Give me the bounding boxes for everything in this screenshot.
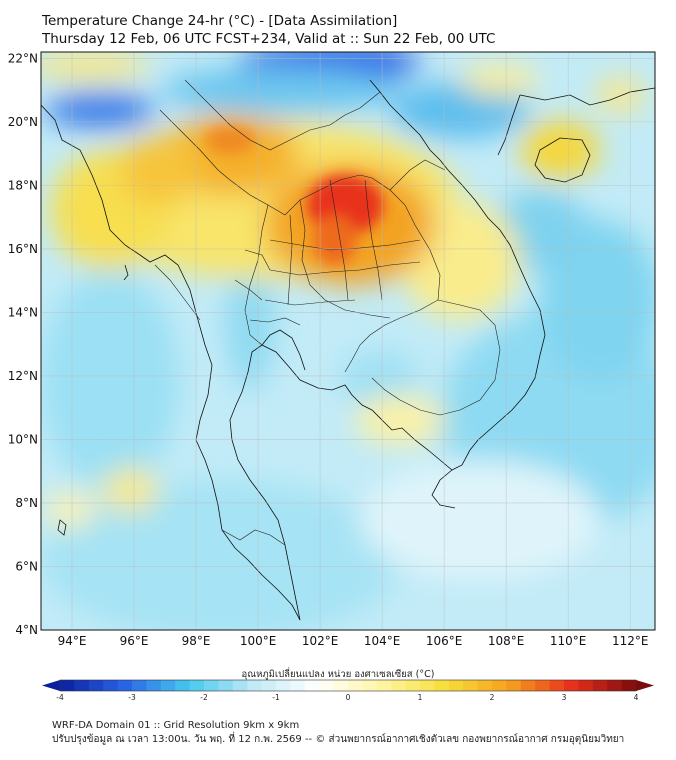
colorbar-segment — [290, 680, 306, 691]
colorbar-segment — [103, 680, 118, 691]
colorbar-tick-label: -4 — [56, 693, 64, 702]
colorbar-segment — [218, 680, 234, 691]
colorbar-max-arrow — [636, 680, 654, 691]
title-line-2: Thursday 12 Feb, 06 UTC FCST+234, Valid … — [42, 31, 496, 47]
temperature-field — [41, 52, 655, 630]
colorbar-segment — [232, 680, 248, 691]
colorbar-segment — [319, 680, 334, 691]
colorbar-segment — [434, 680, 450, 691]
colorbar: -4 -3 -2 -1 0 1 2 3 4 — [42, 679, 654, 702]
colorbar-segment — [333, 680, 349, 691]
colorbar-segment — [607, 680, 622, 691]
lon-tick-label: 98°E — [182, 634, 211, 648]
colorbar-segment — [60, 680, 75, 691]
colorbar-segment — [304, 680, 320, 691]
lon-tick-label: 104°E — [364, 634, 401, 648]
colorbar-segment — [204, 680, 219, 691]
footer: WRF-DA Domain 01 :: Grid Resolution 9km … — [52, 719, 624, 747]
colorbar-segment — [621, 680, 637, 691]
colorbar-segment — [88, 680, 104, 691]
colorbar-segment — [506, 680, 522, 691]
colorbar-segment — [535, 680, 550, 691]
coastlines — [41, 79, 655, 621]
colorbar-segment — [463, 680, 478, 691]
colorbar-tick-label: 1 — [418, 693, 423, 702]
lat-tick-label: 8°N — [15, 496, 38, 510]
colorbar-segment — [520, 680, 536, 691]
colorbar-segment — [420, 680, 435, 691]
lat-tick-label: 4°N — [15, 623, 38, 637]
colorbar-segment — [578, 680, 594, 691]
map-frame — [40, 51, 656, 631]
colorbar-segment — [175, 680, 190, 691]
lon-tick-label: 94°E — [58, 634, 87, 648]
borders — [154, 79, 501, 546]
lat-tick-label: 10°N — [8, 432, 38, 446]
colorbar-tick-label: 0 — [346, 693, 351, 702]
gridlines — [41, 52, 655, 630]
lat-tick-label: 12°N — [8, 369, 38, 383]
colorbar-segment — [477, 680, 493, 691]
colorbar-segment — [247, 680, 262, 691]
colorbar-segment — [592, 680, 608, 691]
colorbar-segment — [74, 680, 90, 691]
colorbar-tick-label: 3 — [562, 693, 567, 702]
lon-tick-label: 108°E — [488, 634, 525, 648]
colorbar-segment — [391, 680, 406, 691]
colorbar-title: อุณหภูมิเปลี่ยนแปลง หน่วย องศาเซลเซียส (… — [241, 669, 435, 680]
colorbar-tick-label: -1 — [272, 693, 280, 702]
colorbar-segment — [549, 680, 565, 691]
colorbar-segment — [276, 680, 291, 691]
lat-tick-label: 6°N — [15, 559, 38, 573]
longitude-axis: 94°E 96°E 98°E 100°E 102°E 104°E 106°E 108°E 110… — [58, 634, 649, 648]
colorbar-segment — [564, 680, 579, 691]
colorbar-tick-label: -2 — [200, 693, 208, 702]
colorbar-segment — [146, 680, 162, 691]
title-line-1: Temperature Change 24-hr (°C) - [Data As… — [42, 13, 398, 29]
colorbar-segment — [376, 680, 392, 691]
lat-tick-label: 18°N — [8, 178, 38, 192]
colorbar-segment — [160, 680, 176, 691]
chart-title: Temperature Change 24-hr (°C) - [Data As… — [42, 12, 495, 48]
lat-tick-label: 16°N — [8, 242, 38, 256]
lon-tick-label: 96°E — [120, 634, 149, 648]
colorbar-frame — [59, 679, 637, 692]
lat-tick-label: 20°N — [8, 115, 38, 129]
latitude-axis: 22°N 20°N 18°N 16°N 14°N 12°N 10°N 8°N 6°N 4°N — [8, 51, 38, 637]
lat-tick-label: 22°N — [8, 51, 38, 65]
lat-tick-label: 14°N — [8, 305, 38, 319]
colorbar-segment — [261, 680, 277, 691]
colorbar-segment — [189, 680, 205, 691]
lon-tick-label: 100°E — [240, 634, 277, 648]
colorbar-tick-label: 4 — [634, 693, 639, 702]
colorbar-segment — [132, 680, 147, 691]
colorbar-min-arrow — [42, 680, 60, 691]
colorbar-segment — [362, 680, 378, 691]
footer-line-1: WRF-DA Domain 01 :: Grid Resolution 9km … — [52, 720, 300, 731]
lon-tick-label: 110°E — [550, 634, 587, 648]
colorbar-segment — [117, 680, 133, 691]
lon-tick-label: 106°E — [426, 634, 463, 648]
colorbar-tick-label: 2 — [490, 693, 495, 702]
colorbar-tick-label: -3 — [128, 693, 136, 702]
colorbar-segment — [492, 680, 507, 691]
lon-tick-label: 112°E — [612, 634, 649, 648]
colorbar-segment — [405, 680, 421, 691]
footer-line-2: ปรับปรุงข้อมูล ณ เวลา 13:00น. วัน พฤ. ที… — [52, 734, 625, 745]
colorbar-segment — [448, 680, 464, 691]
colorbar-segment — [348, 680, 363, 691]
lon-tick-label: 102°E — [302, 634, 339, 648]
